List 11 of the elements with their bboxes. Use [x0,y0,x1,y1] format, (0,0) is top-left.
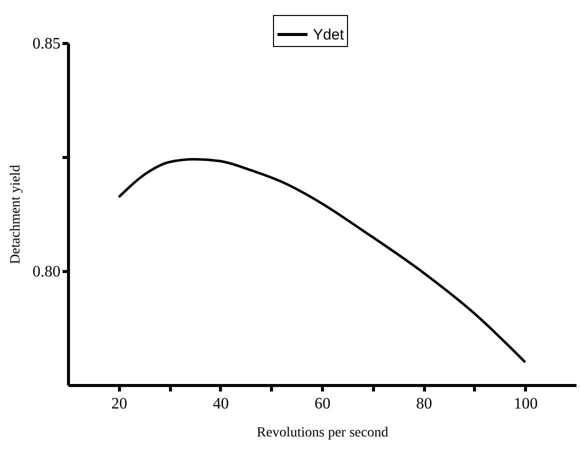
x-tick-label: 40 [212,396,229,412]
x-tick-label: 80 [416,396,432,412]
y-tick-label: 0.80 [32,264,60,280]
y-tick-label: 0.85 [32,36,60,52]
x-tick-label: 100 [514,396,538,412]
line-series [118,158,526,364]
x-tick-label: 60 [314,396,330,412]
legend-label: Ydet [313,26,345,44]
x-tick-label: 20 [111,396,128,412]
y-axis-title: Detachment yield [8,164,24,264]
x-axis-title: Revolutions per second [256,426,388,440]
